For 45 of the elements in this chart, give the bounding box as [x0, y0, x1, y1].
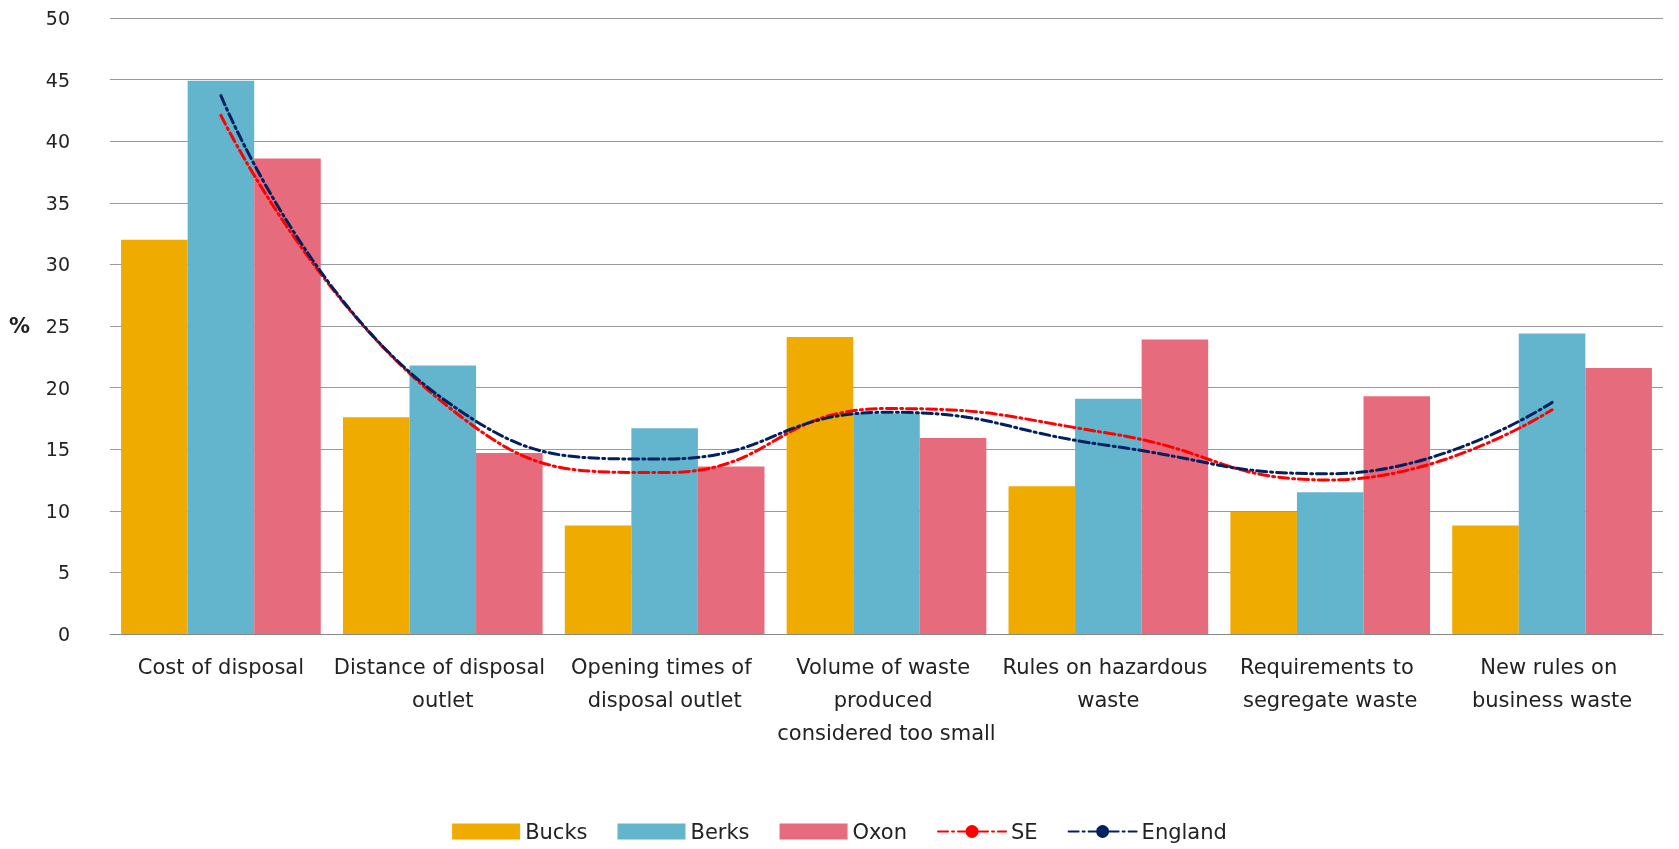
y-tick-label: 35: [45, 191, 70, 214]
y-tick-label: 15: [45, 438, 70, 461]
bar: [919, 438, 987, 634]
legend-label: Berks: [690, 819, 750, 844]
bar: [786, 337, 854, 634]
x-tick-label: Distance of disposal outlet: [333, 654, 552, 712]
bar: [1585, 367, 1652, 634]
bar: [1141, 339, 1209, 634]
bar: [187, 80, 255, 634]
bar: [1363, 396, 1431, 634]
bar: [564, 525, 632, 634]
x-tick-label: Opening times of disposal outlet: [571, 654, 759, 712]
x-tick-label: Cost of disposal: [137, 654, 305, 679]
x-tick-label: Volume of waste produced considered too small: [777, 654, 996, 745]
y-tick-label: 50: [45, 7, 70, 29]
bar: [1008, 486, 1076, 634]
x-tick-label: New rules on business waste: [1471, 654, 1633, 712]
legend-label: Oxon: [852, 819, 908, 844]
x-tick-label: Requirements to segregate waste: [1240, 654, 1421, 712]
bar: [697, 466, 765, 634]
bar: [1452, 525, 1519, 634]
y-tick-label: 20: [45, 376, 70, 399]
bar: [121, 239, 188, 634]
bar: [254, 158, 321, 634]
legend-label: England: [1141, 819, 1227, 844]
y-tick-label: 25: [45, 315, 70, 337]
bar: [631, 428, 698, 634]
legend-label: Bucks: [525, 819, 588, 844]
bar: [1296, 492, 1364, 634]
bar: [853, 413, 920, 634]
bar: [1075, 398, 1142, 634]
y-axis-title: %: [8, 314, 30, 338]
y-tick-label: 30: [45, 253, 70, 276]
y-tick-label: 45: [45, 68, 70, 91]
legend-label: SE: [1011, 819, 1038, 844]
y-tick-label: 10: [45, 499, 70, 522]
bar: [1518, 333, 1586, 634]
y-tick-label: 40: [45, 130, 70, 153]
bar: [342, 417, 410, 634]
y-tick-label: 5: [57, 561, 70, 584]
bar: [476, 452, 543, 634]
bar: [409, 365, 477, 634]
x-tick-label: Rules on hazardous waste: [1002, 654, 1215, 712]
y-tick-label: 0: [57, 623, 70, 645]
bar: [1230, 512, 1297, 634]
